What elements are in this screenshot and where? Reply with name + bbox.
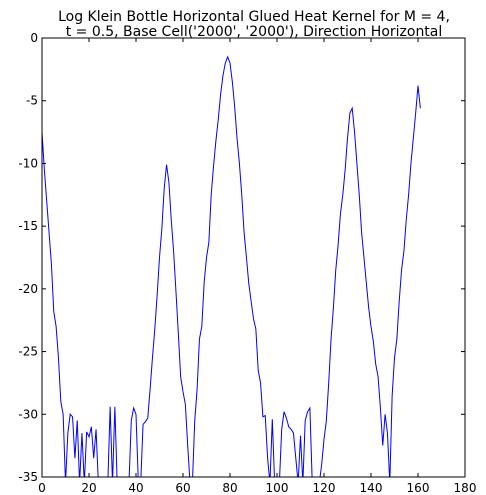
y-tick-label: 0 xyxy=(30,31,38,45)
x-tick-label: 80 xyxy=(222,481,237,495)
y-tick-label: -20 xyxy=(18,282,38,296)
x-tick-label: 60 xyxy=(175,481,190,495)
chart-title-line-1: Log Klein Bottle Horizontal Glued Heat K… xyxy=(58,9,450,25)
y-tick-label: -30 xyxy=(18,407,38,421)
y-tick-label: -25 xyxy=(18,345,38,359)
x-tick-label: 120 xyxy=(313,481,336,495)
x-tick-label: 0 xyxy=(38,481,46,495)
x-tick-label: 180 xyxy=(454,481,477,495)
y-tick-label: -15 xyxy=(18,219,38,233)
y-tick-label: -35 xyxy=(18,470,38,484)
x-tick-label: 20 xyxy=(81,481,96,495)
heat-kernel-line xyxy=(42,55,421,477)
x-tick-label: 160 xyxy=(407,481,430,495)
x-tick-label: 100 xyxy=(266,481,289,495)
x-tick-label: 140 xyxy=(360,481,383,495)
tick-labels: 0 20 40 60 80 100 120 140 160 180 0 -5 -10 -15 -20 -25 -… xyxy=(18,31,476,495)
plot-frame xyxy=(41,37,466,478)
y-tick-label: -10 xyxy=(18,156,38,170)
y-tick-label: -5 xyxy=(26,94,38,108)
x-tick-label: 40 xyxy=(128,481,143,495)
chart-title-line-2: t = 0.5, Base Cell('2000', '2000'), Dire… xyxy=(66,24,443,40)
